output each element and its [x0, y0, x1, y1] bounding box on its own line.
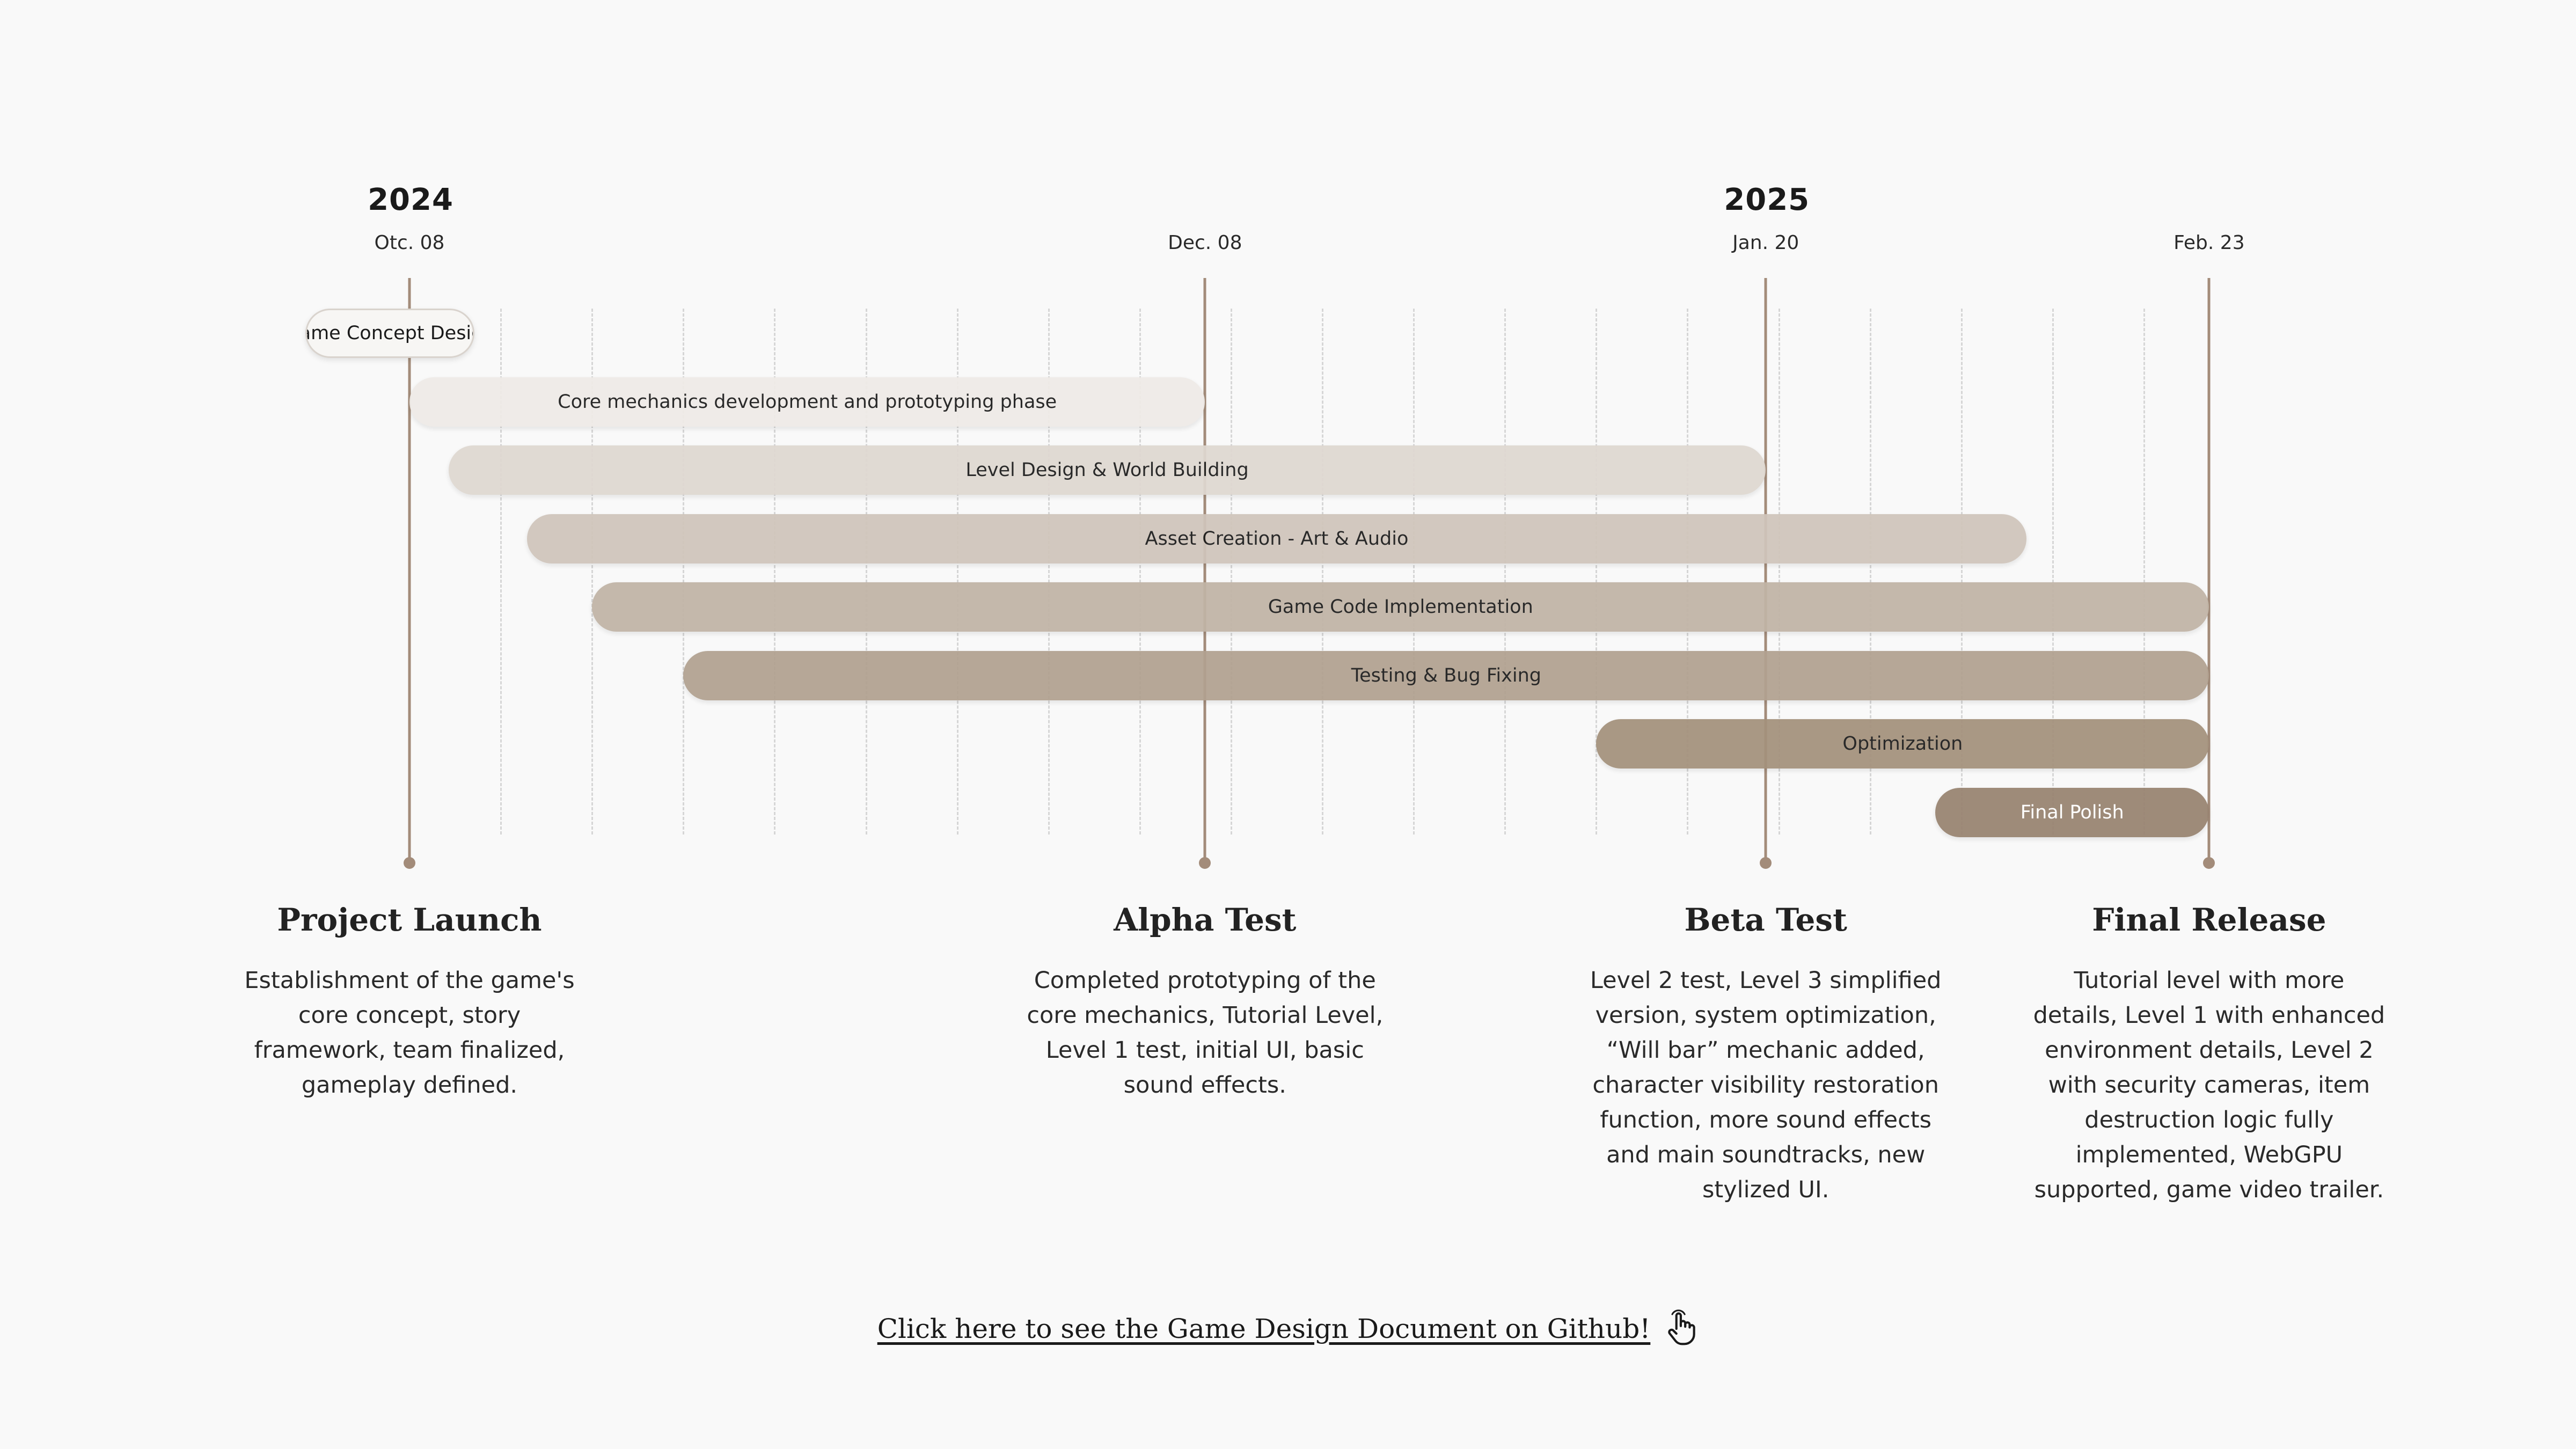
milestone-description: Tutorial level with more details, Level … [2033, 967, 2385, 1203]
task-bar[interactable]: Level Design & World Building [448, 445, 1766, 495]
grid-line [1687, 309, 1689, 835]
grid-line [2052, 309, 2054, 835]
task-bar-label: Level Design & World Building [965, 459, 1249, 481]
task-bar[interactable]: Game Concept Design [305, 309, 475, 358]
milestone-date-label: Feb. 23 [2174, 232, 2245, 254]
milestone-date-label: Otc. 08 [374, 232, 445, 254]
milestone-title: Project Launch [277, 902, 542, 938]
task-bar[interactable]: Asset Creation - Art & Audio [526, 514, 2027, 564]
task-bar-label: Core mechanics development and prototypi… [558, 391, 1057, 413]
task-bar[interactable]: Game Code Implementation [592, 582, 2209, 632]
milestone-description: Level 2 test, Level 3 simplified version… [1590, 967, 1942, 1203]
grid-line [2143, 309, 2145, 835]
milestone-description: Completed prototyping of the core mechan… [1027, 967, 1384, 1099]
task-bar-label: Optimization [1842, 733, 1963, 755]
grid-line [1778, 309, 1780, 835]
grid-line [1230, 309, 1232, 835]
task-bar-label: Game Concept Design [307, 323, 473, 344]
grid-line [500, 309, 502, 835]
grid-line [1139, 309, 1141, 835]
grid-line [1596, 309, 1598, 835]
task-bar[interactable]: Optimization [1596, 719, 2209, 769]
year-label: 2025 [1724, 182, 1810, 217]
milestone-date-label: Dec. 08 [1168, 232, 1242, 254]
milestone-dot [404, 857, 415, 869]
grid-line [1960, 309, 1963, 835]
grid-line [683, 309, 685, 835]
milestone-title: Beta Test [1684, 902, 1847, 938]
grid-line [774, 309, 776, 835]
task-bar[interactable]: Core mechanics development and prototypi… [409, 377, 1205, 427]
grid-line [1322, 309, 1323, 835]
milestone-dot [1199, 857, 1211, 869]
milestone-dot [2203, 857, 2215, 869]
milestone-description: Establishment of the game's core concept… [244, 967, 575, 1099]
task-bar[interactable]: Final Polish [1935, 787, 2209, 837]
milestone-line [408, 278, 411, 866]
task-bar[interactable]: Testing & Bug Fixing [683, 650, 2209, 700]
hand-pointer-icon[interactable] [1665, 1309, 1699, 1348]
grid-line [1504, 309, 1506, 835]
grid-line [956, 309, 958, 835]
github-link[interactable]: Click here to see the Game Design Docume… [877, 1313, 1651, 1344]
grid-line [1869, 309, 1871, 835]
grid-line [1048, 309, 1050, 835]
grid-line [1413, 309, 1415, 835]
task-bar-label: Game Code Implementation [1268, 596, 1533, 618]
milestone-line [2207, 278, 2211, 866]
year-label: 2024 [368, 182, 453, 217]
footer-link-row: Click here to see the Game Design Docume… [0, 1309, 2576, 1348]
task-bar-label: Asset Creation - Art & Audio [1145, 528, 1409, 550]
grid-line [865, 309, 867, 835]
grid-line [591, 309, 594, 835]
milestone-title: Alpha Test [1114, 902, 1297, 938]
milestone-line [1203, 278, 1206, 866]
milestone-dot [1760, 857, 1772, 869]
milestone-line [1764, 278, 1767, 866]
task-bar-label: Final Polish [2020, 801, 2124, 823]
task-bar-label: Testing & Bug Fixing [1351, 664, 1541, 686]
milestone-title: Final Release [2092, 902, 2326, 938]
milestone-date-label: Jan. 20 [1732, 232, 1799, 254]
